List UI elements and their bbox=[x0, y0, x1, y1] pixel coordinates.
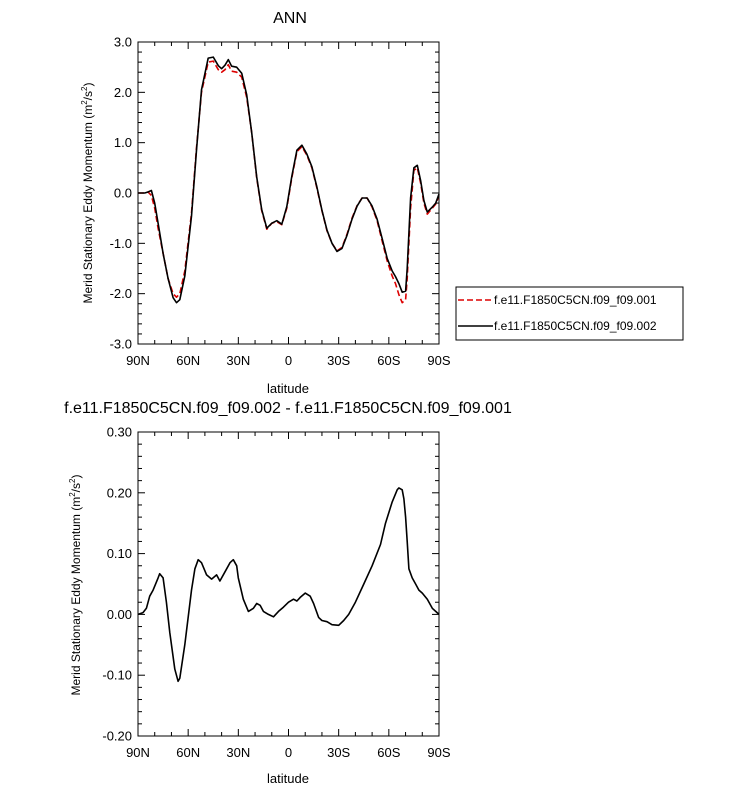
bottom-y-tick-labels: 0.30 0.20 0.10 0.00 -0.10 -0.20 bbox=[102, 425, 132, 744]
bottom-series-1-line bbox=[137, 487, 440, 683]
bottom-xtick-label: 60S bbox=[377, 745, 400, 760]
top-y-tick-labels: 3.0 2.0 1.0 0.0 -1.0 -2.0 -3.0 bbox=[110, 35, 132, 352]
bottom-ytick-label: -0.10 bbox=[102, 668, 132, 683]
top-ytick-label: -2.0 bbox=[110, 286, 132, 301]
bottom-x-axis-label: latitude bbox=[267, 771, 309, 786]
bottom-plot-area bbox=[137, 487, 440, 683]
bottom-xtick-label: 90S bbox=[427, 745, 450, 760]
top-ticks bbox=[137, 41, 440, 345]
bottom-x-tick-labels: 90N 60N 30N 0 30S 60S 90S bbox=[126, 745, 451, 760]
bottom-ytick-label: 0.00 bbox=[107, 607, 132, 622]
legend-label-series-2: f.e11.F1850C5CN.f09_f09.002 bbox=[494, 319, 657, 333]
top-x-tick-labels: 90N 60N 30N 0 30S 60S 90S bbox=[126, 353, 451, 368]
legend-label-series-1: f.e11.F1850C5CN.f09_f09.001 bbox=[494, 293, 657, 307]
bottom-xtick-label: 30N bbox=[226, 745, 250, 760]
bottom-ytick-label: 0.10 bbox=[107, 546, 132, 561]
bottom-ytick-label: 0.20 bbox=[107, 485, 132, 500]
top-ytick-label: -3.0 bbox=[110, 337, 132, 352]
legend: f.e11.F1850C5CN.f09_f09.001 f.e11.F1850C… bbox=[455, 286, 684, 341]
top-ytick-label: -1.0 bbox=[110, 236, 132, 251]
top-y-axis-label: Merid Stationary Eddy Momentum (m2/s2) bbox=[80, 83, 95, 304]
bottom-chart: f.e11.F1850C5CN.f09_f09.002 - f.e11.F185… bbox=[64, 400, 512, 786]
bottom-plot-frame bbox=[137, 431, 440, 737]
bottom-y-axis-label: Merid Stationary Eddy Momentum (m2/s2) bbox=[68, 475, 83, 696]
top-series-2-line bbox=[138, 56, 440, 304]
top-ytick-label: 0.0 bbox=[114, 186, 132, 201]
bottom-ytick-label: 0.30 bbox=[107, 425, 132, 440]
bottom-chart-title: f.e11.F1850C5CN.f09_f09.002 - f.e11.F185… bbox=[64, 400, 512, 417]
bottom-ticks bbox=[137, 431, 440, 737]
top-xtick-label: 30S bbox=[327, 353, 350, 368]
bottom-xtick-label: 0 bbox=[285, 745, 292, 760]
top-chart-title: ANN bbox=[273, 10, 307, 27]
top-chart: ANN 3.0 2.0 1.0 0.0 -1.0 -2.0 -3.0 90N 60N 30N 0 3… bbox=[80, 10, 684, 396]
bottom-xtick-label: 30S bbox=[327, 745, 350, 760]
top-xtick-label: 0 bbox=[285, 353, 292, 368]
top-plot-area bbox=[138, 56, 440, 304]
bottom-xtick-label: 60N bbox=[176, 745, 200, 760]
bottom-xtick-label: 90N bbox=[126, 745, 150, 760]
top-xtick-label: 60S bbox=[377, 353, 400, 368]
top-xtick-label: 60N bbox=[176, 353, 200, 368]
bottom-ytick-label: -0.20 bbox=[102, 729, 132, 744]
top-ytick-label: 1.0 bbox=[114, 135, 132, 150]
top-x-axis-label: latitude bbox=[267, 381, 309, 396]
top-ytick-label: 3.0 bbox=[114, 35, 132, 50]
top-series-1-line bbox=[138, 60, 440, 304]
top-ytick-label: 2.0 bbox=[114, 85, 132, 100]
top-xtick-label: 30N bbox=[226, 353, 250, 368]
top-xtick-label: 90S bbox=[427, 353, 450, 368]
top-xtick-label: 90N bbox=[126, 353, 150, 368]
legend-box bbox=[455, 286, 684, 341]
